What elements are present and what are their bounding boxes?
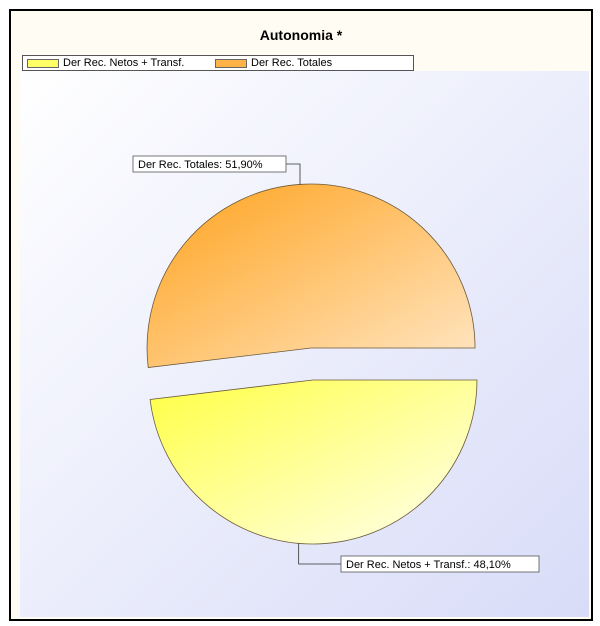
chart-legend: Der Rec. Netos + Transf. Der Rec. Totale… [22,55,414,71]
legend-swatch-netos [27,59,59,68]
svg-text:Der Rec. Totales: 51,90%: Der Rec. Totales: 51,90% [138,159,263,171]
legend-label-netos: Der Rec. Netos + Transf. [63,57,185,69]
svg-text:Der Rec. Netos + Transf.: 48,1: Der Rec. Netos + Transf.: 48,10% [346,559,511,571]
legend-swatch-totales [215,59,247,68]
pie-slice-netos [149,379,478,545]
data-label-totales: Der Rec. Totales: 51,90% [132,155,301,185]
legend-label-totales: Der Rec. Totales [251,57,333,69]
chart-title: Autonomia * [259,27,343,43]
data-label-netos: Der Rec. Netos + Transf.: 48,10% [298,543,540,573]
pie-slice-totales [146,183,476,369]
